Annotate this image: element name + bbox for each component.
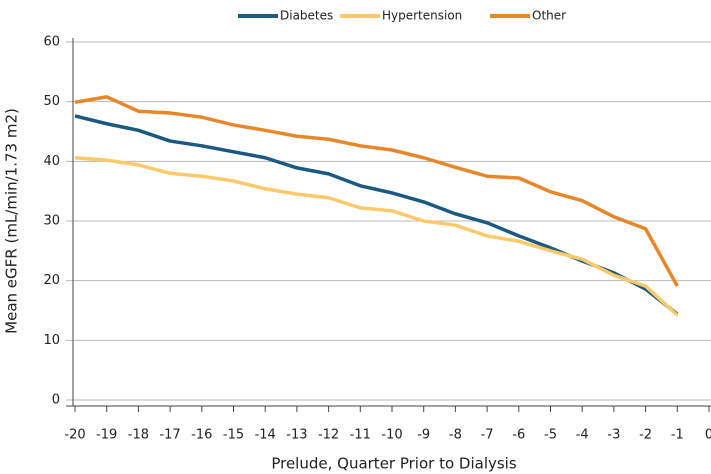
legend-label: Diabetes: [280, 9, 333, 23]
x-tick-label: 0: [705, 428, 711, 443]
x-tick-label: -17: [159, 428, 180, 443]
line-series: [74, 114, 679, 316]
line-series: [74, 95, 679, 287]
x-tick-label: -19: [96, 428, 117, 443]
x-tick-label: -15: [223, 428, 244, 443]
x-tick-label: -16: [191, 428, 212, 443]
x-tick-label: -6: [512, 428, 525, 443]
x-tick-label: -18: [128, 428, 149, 443]
y-tick-label: 30: [43, 214, 60, 229]
y-tick-label: 10: [43, 333, 60, 348]
x-tick-label: -2: [639, 428, 652, 443]
x-tick-label: -1: [671, 428, 684, 443]
y-tick-label: 60: [43, 35, 60, 50]
y-axis-title: Mean eGFR (mL/min/1.73 m2): [3, 108, 21, 334]
x-tick-label: -9: [417, 428, 430, 443]
x-axis-title: Prelude, Quarter Prior to Dialysis: [271, 455, 517, 473]
x-tick-label: -5: [544, 428, 557, 443]
legend-label: Hypertension: [382, 9, 462, 23]
y-tick-label: 50: [43, 94, 60, 109]
x-tick-label: -4: [576, 428, 589, 443]
x-tick-label: -12: [318, 428, 339, 443]
x-tick-label: -20: [64, 428, 85, 443]
x-tick-label: -7: [481, 428, 494, 443]
x-tick-label: -13: [286, 428, 307, 443]
legend: Diabetes Hypertension Other: [238, 9, 566, 23]
x-tick-label: -11: [350, 428, 371, 443]
x-tick-label: -3: [607, 428, 620, 443]
x-tick-label: -14: [255, 428, 276, 443]
x-tick-label: -8: [449, 428, 462, 443]
line-series: [74, 156, 679, 317]
y-tick-label: 40: [43, 154, 60, 169]
y-tick-label: 0: [52, 393, 60, 408]
y-tick-label: 20: [43, 273, 60, 288]
x-tick-label: -10: [381, 428, 402, 443]
legend-label: Other: [532, 9, 566, 23]
